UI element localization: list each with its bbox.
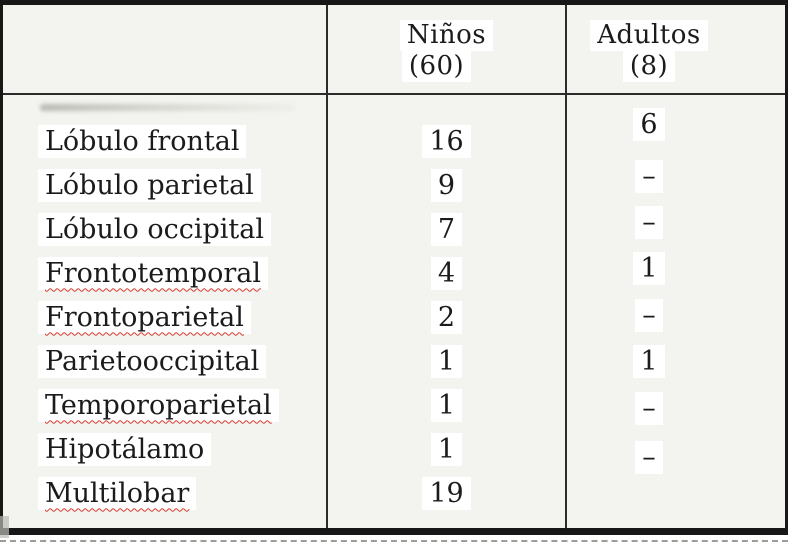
ninos-value: 19 bbox=[422, 476, 471, 510]
ninos-value: 1 bbox=[430, 432, 463, 466]
adultos-header-label: Adultos bbox=[590, 20, 708, 51]
ninos-value: 1 bbox=[430, 388, 463, 422]
adultos-value-cell: 6 bbox=[567, 107, 785, 163]
adultos-value: – bbox=[635, 391, 663, 425]
table-row-label-cell: Multilobar bbox=[3, 471, 326, 515]
row-label: Frontoparietal bbox=[38, 300, 251, 334]
ninos-value: 7 bbox=[430, 212, 463, 246]
scan-dashed-line bbox=[0, 540, 788, 542]
table-row-label-cell: Frontoparietal bbox=[3, 295, 326, 339]
table-row-label-cell: Lóbulo occipital bbox=[3, 207, 326, 251]
row-label: Frontotemporal bbox=[38, 256, 268, 290]
ninos-value-cell: 4 bbox=[328, 251, 565, 295]
adultos-value-cell: 1 bbox=[567, 251, 785, 295]
adultos-value: 1 bbox=[633, 344, 665, 378]
header-cell-empty bbox=[3, 5, 326, 95]
ninos-value: 1 bbox=[430, 344, 463, 378]
adultos-value-cell: – bbox=[567, 205, 785, 251]
table-row-label-cell: Frontotemporal bbox=[3, 251, 326, 295]
adultos-value-cell: – bbox=[567, 295, 785, 339]
ninos-value-cell: 9 bbox=[328, 163, 565, 207]
adultos-value-cell: 1 bbox=[567, 339, 785, 383]
ninos-value-cell: 16 bbox=[328, 119, 565, 163]
adultos-value: – bbox=[635, 298, 663, 332]
column-row-labels: Lóbulo frontal Lóbulo parietal Lóbulo occi… bbox=[3, 95, 326, 528]
row-label: Multilobar bbox=[38, 476, 197, 510]
scan-corner-artifact bbox=[0, 516, 9, 538]
ninos-value-cell: 1 bbox=[328, 383, 565, 427]
ninos-value-cell: 2 bbox=[328, 295, 565, 339]
row-label: Hipotálamo bbox=[38, 432, 212, 466]
ninos-value-cell: 7 bbox=[328, 207, 565, 251]
ninos-value-cell: 1 bbox=[328, 427, 565, 471]
row-label: Lóbulo occipital bbox=[38, 212, 271, 246]
adultos-value: – bbox=[635, 440, 663, 474]
row-label: Lóbulo frontal bbox=[38, 124, 247, 158]
adultos-header-count: (8) bbox=[622, 51, 676, 82]
ninos-header-label: Niños bbox=[399, 20, 494, 51]
ninos-value: 2 bbox=[430, 300, 463, 334]
adultos-value: – bbox=[635, 159, 663, 193]
header-cell-ninos: Niños (60) bbox=[326, 5, 565, 95]
column-adultos-values: 6 – – 1 – 1 – – bbox=[565, 95, 785, 528]
ninos-value: 4 bbox=[430, 256, 463, 290]
adultos-value-cell: – bbox=[567, 383, 785, 427]
scan-bottom-strip bbox=[0, 535, 788, 544]
adultos-value-cell bbox=[567, 471, 785, 515]
table-row-label-cell: Lóbulo parietal bbox=[3, 163, 326, 207]
adultos-value-cell: – bbox=[567, 159, 785, 207]
ninos-value: 9 bbox=[430, 168, 463, 202]
table-row-label-cell: Parietooccipital bbox=[3, 339, 326, 383]
table-row-label-cell: Lóbulo frontal bbox=[3, 119, 326, 163]
ninos-value-cell: 19 bbox=[328, 471, 565, 515]
ninos-header-count: (60) bbox=[401, 51, 472, 82]
row-label: Temporoparietal bbox=[38, 388, 279, 422]
adultos-value: 1 bbox=[633, 251, 665, 285]
adultos-value: – bbox=[635, 205, 663, 239]
adultos-value: 6 bbox=[633, 107, 665, 141]
table-row-label-cell: Temporoparietal bbox=[3, 383, 326, 427]
header-cell-adultos: Adultos (8) bbox=[565, 5, 785, 95]
ninos-value-cell: 1 bbox=[328, 339, 565, 383]
ninos-value: 16 bbox=[422, 124, 471, 158]
row-label: Parietooccipital bbox=[38, 344, 267, 378]
column-ninos-values: 16 9 7 4 2 1 1 1 19 bbox=[326, 95, 565, 528]
row-label: Lóbulo parietal bbox=[38, 168, 261, 202]
table-row-label-cell: Hipotálamo bbox=[3, 427, 326, 471]
adultos-value-cell: – bbox=[567, 427, 785, 474]
